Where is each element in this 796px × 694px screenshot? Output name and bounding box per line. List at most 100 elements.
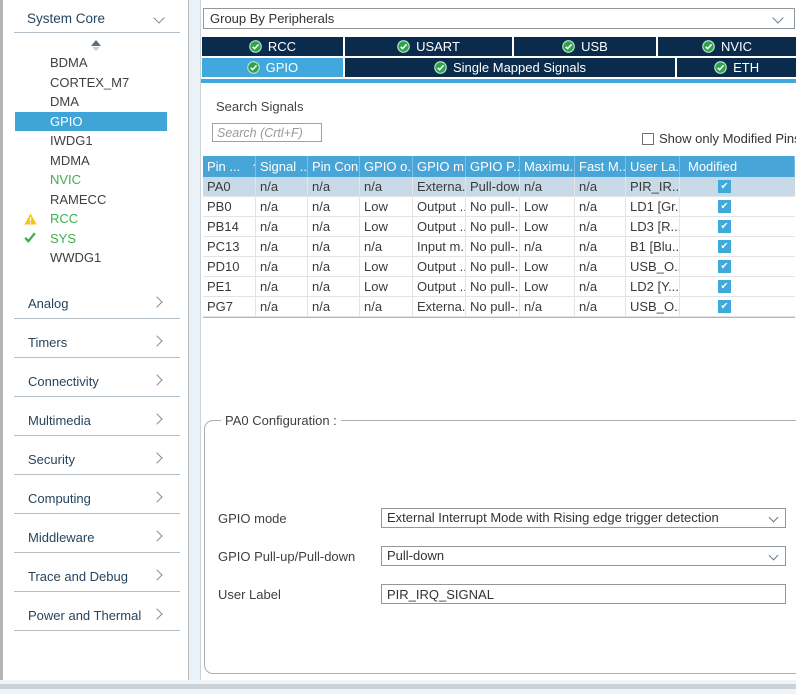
table-row-pc13[interactable]: PC13 n/a n/a n/a Input m... No pull-... n/a n/a… bbox=[203, 237, 795, 257]
table-cell: Low bbox=[520, 217, 575, 236]
sidebar-section-middleware[interactable]: Middleware bbox=[3, 514, 188, 553]
table-cell: n/a bbox=[575, 217, 626, 236]
show-only-modified-pins[interactable]: Show only Modified Pins bbox=[642, 131, 796, 146]
tab-eth[interactable]: ETH bbox=[677, 58, 796, 77]
table-cell: B1 [Blu... bbox=[626, 237, 680, 256]
sidebar-item-nvic[interactable]: NVIC bbox=[15, 170, 167, 190]
sidebar-item-label: SYS bbox=[50, 230, 77, 246]
tab-nvic[interactable]: NVIC bbox=[658, 37, 796, 56]
table-row-pd10[interactable]: PD10 n/a n/a Low Output ... No pull-... Low n/a… bbox=[203, 257, 795, 277]
sidebar-item-label: MDMA bbox=[50, 152, 90, 168]
search-input[interactable] bbox=[212, 123, 322, 142]
sidebar-section-system-core[interactable]: System Core bbox=[3, 0, 188, 33]
column-header-signal[interactable]: Signal ... bbox=[256, 156, 308, 177]
column-header-fast-m[interactable]: Fast M... bbox=[575, 156, 626, 177]
table-cell: No pull-... bbox=[466, 197, 520, 216]
column-header-pin-con[interactable]: Pin Con... bbox=[308, 156, 360, 177]
group-by-select[interactable]: Group By Peripherals bbox=[203, 8, 795, 29]
column-header-gpio-o[interactable]: GPIO o... bbox=[360, 156, 413, 177]
gpio-mode-select[interactable]: External Interrupt Mode with Rising edge… bbox=[381, 508, 786, 528]
tab-gpio[interactable]: GPIO bbox=[202, 58, 343, 77]
table-cell: Output ... bbox=[413, 257, 466, 276]
field-label: GPIO Pull-up/Pull-down bbox=[218, 548, 356, 564]
tab-row-2: GPIO Single Mapped Signals ETH bbox=[202, 58, 796, 77]
table-row-pb14[interactable]: PB14 n/a n/a Low Output ... No pull-... Low n/a… bbox=[203, 217, 795, 237]
cell-text: n/a bbox=[579, 179, 598, 194]
cell-text: n/a bbox=[579, 239, 598, 254]
cell-text: n/a bbox=[579, 219, 598, 234]
table-row-pa0[interactable]: PA0 n/a n/a n/a Externa... Pull-down n/a n/a PIR… bbox=[203, 177, 795, 197]
tab-rcc[interactable]: RCC bbox=[202, 37, 343, 56]
show-only-modified-label: Show only Modified Pins bbox=[659, 131, 796, 146]
table-cell: n/a bbox=[308, 177, 360, 196]
sidebar-item-sys[interactable]: SYS bbox=[15, 229, 167, 249]
tab-single-mapped-signals[interactable]: Single Mapped Signals bbox=[344, 58, 676, 77]
table-cell: LD3 [R... bbox=[626, 217, 680, 236]
table-header: Pin ... Signal ... Pin Con... GPIO o... GPIO… bbox=[203, 156, 795, 177]
modified-checkbox[interactable]: ✔ bbox=[718, 280, 731, 293]
column-header-modified[interactable]: Modified bbox=[680, 156, 795, 177]
table-row-pb0[interactable]: PB0 n/a n/a Low Output ... No pull-... Low n/a L… bbox=[203, 197, 795, 217]
modified-checkbox[interactable]: ✔ bbox=[718, 200, 731, 213]
sidebar-section-computing[interactable]: Computing bbox=[3, 475, 188, 514]
modified-checkbox[interactable]: ✔ bbox=[718, 260, 731, 273]
modified-checkbox[interactable]: ✔ bbox=[718, 180, 731, 193]
sidebar-item-gpio[interactable]: GPIO bbox=[15, 111, 167, 131]
panel-splitter[interactable] bbox=[189, 0, 201, 680]
sidebar-item-bdma[interactable]: BDMA bbox=[15, 53, 167, 73]
sidebar-item-ramecc[interactable]: RAMECC bbox=[15, 190, 167, 210]
sidebar-section-connectivity[interactable]: Connectivity bbox=[3, 358, 188, 397]
table-cell-modified: ✔ bbox=[680, 197, 795, 216]
table-cell: LD1 [Gr... bbox=[626, 197, 680, 216]
table-cell: n/a bbox=[256, 217, 308, 236]
table-cell-modified: ✔ bbox=[680, 237, 795, 256]
sidebar-section-trace-and-debug[interactable]: Trace and Debug bbox=[3, 553, 188, 592]
chevron-down-icon bbox=[153, 12, 165, 24]
column-header-gpio-p[interactable]: GPIO P... bbox=[466, 156, 520, 177]
cell-text: n/a bbox=[260, 299, 279, 314]
column-header-label: Pin ... bbox=[207, 159, 241, 174]
show-only-modified-checkbox[interactable] bbox=[642, 132, 654, 145]
sidebar-section-timers[interactable]: Timers bbox=[3, 319, 188, 358]
modified-checkbox[interactable]: ✔ bbox=[718, 300, 731, 313]
column-header-label: Modified bbox=[688, 159, 738, 174]
sidebar-item-rcc[interactable]: RCC bbox=[15, 209, 167, 229]
table-cell: PG7 bbox=[203, 297, 256, 316]
table-cell: n/a bbox=[308, 297, 360, 316]
table-cell: n/a bbox=[256, 277, 308, 296]
sidebar-item-iwdg1[interactable]: IWDG1 bbox=[15, 131, 167, 151]
cell-text: USB_O... bbox=[630, 259, 680, 274]
column-header-pin[interactable]: Pin ... bbox=[203, 156, 256, 177]
sidebar-section-analog[interactable]: Analog bbox=[3, 280, 188, 319]
sidebar-item-mdma[interactable]: MDMA bbox=[15, 151, 167, 171]
table-cell: n/a bbox=[575, 197, 626, 216]
table-cell: USB_O... bbox=[626, 297, 680, 316]
table-row-pg7[interactable]: PG7 n/a n/a n/a Externa... No pull-... n/a n/a U… bbox=[203, 297, 795, 317]
sidebar-item-wwdg1[interactable]: WWDG1 bbox=[15, 248, 167, 268]
column-header-user-la[interactable]: User La... bbox=[626, 156, 680, 177]
chevron-right-icon bbox=[151, 296, 163, 308]
column-header-maximu[interactable]: Maximu... bbox=[520, 156, 575, 177]
tab-usart[interactable]: USART bbox=[345, 37, 512, 56]
gpio-pullupdown-select[interactable]: Pull-down bbox=[381, 546, 786, 566]
cell-text: n/a bbox=[312, 239, 331, 254]
cell-text: n/a bbox=[260, 279, 279, 294]
modified-checkbox[interactable]: ✔ bbox=[718, 220, 731, 233]
cell-text: Low bbox=[364, 219, 388, 234]
config-legend: PA0 Configuration : bbox=[225, 413, 337, 428]
modified-checkbox[interactable]: ✔ bbox=[718, 240, 731, 253]
table-row-pe1[interactable]: PE1 n/a n/a Low Output ... No pull-... Low n/a L… bbox=[203, 277, 795, 297]
sidebar-section-security[interactable]: Security bbox=[3, 436, 188, 475]
sidebar-item-cortex-m7[interactable]: CORTEX_M7 bbox=[15, 73, 167, 93]
user-label-input[interactable] bbox=[381, 584, 786, 604]
sidebar-section-multimedia[interactable]: Multimedia bbox=[3, 397, 188, 436]
column-header-label: Maximu... bbox=[524, 159, 575, 174]
column-header-gpio-m[interactable]: GPIO m... bbox=[413, 156, 466, 177]
sidebar-item-dma[interactable]: DMA bbox=[15, 92, 167, 112]
sidebar-section-power-and-thermal[interactable]: Power and Thermal bbox=[3, 592, 188, 631]
section-label: Power and Thermal bbox=[28, 608, 142, 623]
tab-usb[interactable]: USB bbox=[514, 37, 656, 56]
check-circle-icon bbox=[714, 61, 727, 74]
table-cell: Low bbox=[360, 217, 413, 236]
scroll-up-control[interactable] bbox=[3, 40, 188, 51]
